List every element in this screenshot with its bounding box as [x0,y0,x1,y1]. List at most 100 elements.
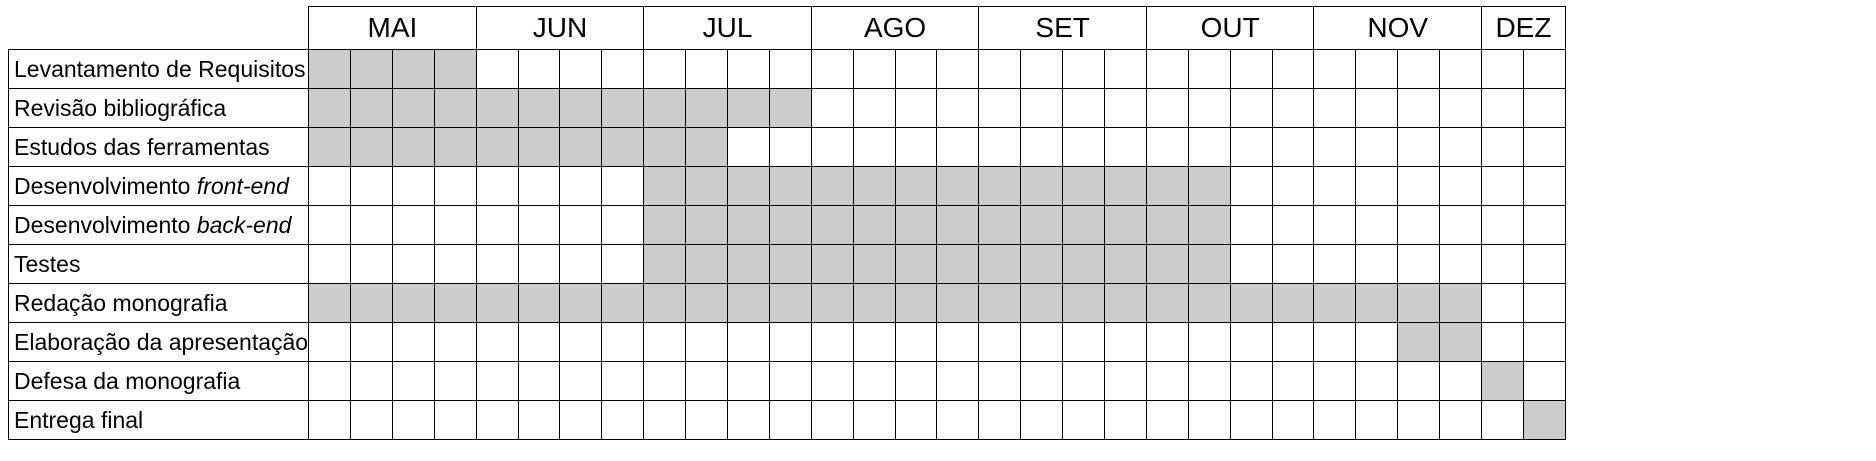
week-cell-empty [391,322,435,362]
week-cell-scheduled [517,88,561,128]
week-cell-empty [1522,49,1566,89]
week-cell-empty [350,322,393,362]
task-label: Redação monografia [7,283,310,323]
week-cell-empty [643,322,687,362]
week-cell-empty [1187,322,1231,362]
week-cell-scheduled [852,283,896,323]
week-cell-empty [1271,205,1315,245]
week-cell-scheduled [475,88,519,128]
week-cell-scheduled [1439,283,1483,323]
week-cell-empty [727,127,770,167]
week-cell-empty [894,400,938,440]
week-cell-empty [1522,283,1566,323]
month-header-dez: DEZ [1481,6,1566,50]
week-cell-empty [1522,322,1566,362]
week-cell-scheduled [1104,166,1147,206]
week-cell-scheduled [1104,205,1147,245]
week-cell-scheduled [1062,244,1106,284]
week-cell-empty [601,322,645,362]
week-cell-scheduled [1145,166,1189,206]
month-header-jul: JUL [643,6,812,50]
month-header-ago: AGO [810,6,980,50]
week-cell-empty [1020,49,1064,89]
week-cell-scheduled [433,283,477,323]
week-cell-scheduled [350,283,393,323]
week-cell-scheduled [936,283,980,323]
week-cell-scheduled [810,283,854,323]
week-cell-empty [852,361,896,401]
week-cell-empty [1104,322,1147,362]
week-cell-scheduled [643,88,687,128]
week-cell-empty [1313,88,1357,128]
week-cell-scheduled [391,88,435,128]
week-cell-scheduled [1062,166,1106,206]
week-cell-scheduled [1020,244,1064,284]
week-cell-empty [350,244,393,284]
task-rows: Levantamento de Requisitos Revisão biblio… [7,49,1566,440]
week-cell-scheduled [643,166,687,206]
week-cell-empty [1481,49,1524,89]
week-cell-scheduled [978,283,1022,323]
header-corner-cell [7,6,310,50]
week-cell-empty [433,400,477,440]
task-row: Desenvolvimento back-end [7,205,1566,245]
week-cell-empty [1355,244,1399,284]
week-cell-scheduled [1187,244,1231,284]
week-cell-empty [936,127,980,167]
week-cell-empty [1229,88,1273,128]
week-cell-empty [475,166,519,206]
task-label-emphasis: front-end [196,172,289,199]
week-cell-scheduled [685,127,729,167]
task-label: Revisão bibliográfica [7,88,310,128]
task-label-text: Desenvolvimento [14,211,197,238]
week-cell-scheduled [517,127,561,167]
week-cell-scheduled [517,283,561,323]
week-cell-scheduled [1397,322,1441,362]
week-cell-empty [1355,205,1399,245]
week-cell-empty [768,361,812,401]
week-cell-empty [391,166,435,206]
week-cell-empty [1355,400,1399,440]
week-cell-empty [350,166,393,206]
week-cell-empty [1229,205,1273,245]
week-cell-empty [475,322,519,362]
week-cell-empty [768,322,812,362]
week-cell-empty [810,88,854,128]
week-cell-empty [1020,400,1064,440]
week-cell-empty [1439,166,1483,206]
week-cell-scheduled [1020,166,1064,206]
week-cell-empty [894,127,938,167]
week-cell-scheduled [727,283,770,323]
week-cell-empty [391,244,435,284]
task-label-text: Desenvolvimento [14,172,197,199]
week-cell-empty [1104,49,1147,89]
week-cell-scheduled [1145,244,1189,284]
week-cell-empty [1187,127,1231,167]
week-cell-scheduled [936,244,980,284]
week-cell-empty [768,127,812,167]
week-cell-empty [433,244,477,284]
week-cell-empty [894,88,938,128]
week-cell-scheduled [852,244,896,284]
week-cell-empty [1187,361,1231,401]
week-cell-scheduled [308,88,351,128]
week-cell-empty [1439,127,1483,167]
week-cell-empty [1271,244,1315,284]
week-cell-empty [475,400,519,440]
week-cell-empty [350,400,393,440]
week-cell-empty [601,361,645,401]
task-label-text: Defesa da monografia [14,367,241,394]
week-cell-scheduled [643,205,687,245]
week-cell-empty [601,49,645,89]
week-cell-empty [308,361,351,401]
week-cell-empty [1104,127,1147,167]
week-cell-scheduled [810,205,854,245]
week-cell-scheduled [685,205,729,245]
week-cell-empty [1481,283,1524,323]
task-row: Revisão bibliográfica [7,88,1566,128]
week-cell-empty [810,361,854,401]
week-cell-scheduled [810,166,854,206]
week-cell-empty [350,361,393,401]
week-cell-empty [810,400,854,440]
week-cell-scheduled [308,283,351,323]
